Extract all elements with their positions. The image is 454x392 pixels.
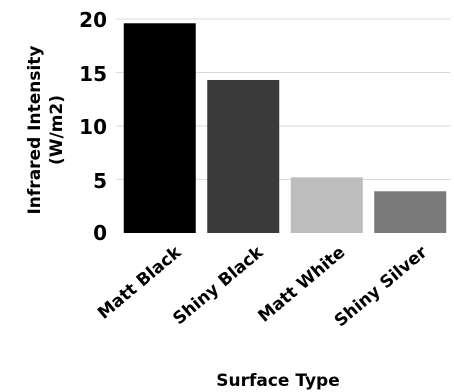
y-tick-label-10: 10 <box>79 115 107 139</box>
bars <box>123 23 447 234</box>
y-axis-title-line1: Infrared Intensity <box>25 45 45 214</box>
y-tick-label-20: 20 <box>79 8 107 32</box>
y-tick-label-15: 15 <box>79 62 107 86</box>
bar-matt-white <box>290 177 363 233</box>
bar-matt-black <box>123 23 196 234</box>
y-tick-label-0: 0 <box>93 221 107 245</box>
y-axis-title-line2: (W/m2) <box>47 95 67 165</box>
y-axis-title: Infrared Intensity (W/m2) <box>25 45 67 214</box>
x-axis-title: Surface Type <box>216 371 339 391</box>
y-tick-label-5: 5 <box>93 169 107 193</box>
y-tick-labels: 0 5 10 15 20 <box>79 8 107 245</box>
bar-shiny-black <box>207 79 280 234</box>
x-tick-label-shiny-black: Shiny Black <box>169 242 267 329</box>
x-tick-labels: Matt Black Shiny Black Matt White Shiny … <box>94 242 432 331</box>
bar-shiny-silver <box>374 191 447 233</box>
